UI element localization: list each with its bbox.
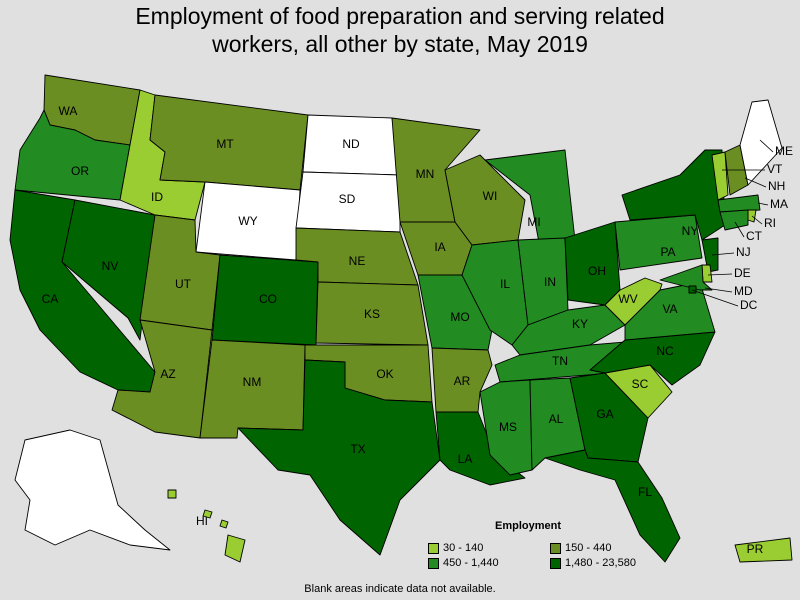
state-ct[interactable] [719, 209, 749, 231]
leader-line-ct [734, 221, 745, 238]
state-label-mt: MT [216, 137, 234, 151]
legend-swatch-bin-2 [550, 542, 561, 554]
state-label-mi: MI [527, 215, 540, 229]
state-tx[interactable] [237, 359, 441, 556]
state-label-la: LA [458, 452, 473, 466]
state-label-ca: CA [42, 292, 59, 306]
state-label-ia: IA [434, 240, 445, 254]
state-label-hi: HI [196, 514, 208, 528]
state-label-ma: MA [770, 197, 788, 211]
state-label-ut: UT [175, 277, 192, 291]
state-label-md: MD [734, 284, 753, 298]
state-label-va: VA [662, 302, 677, 316]
state-label-mo: MO [450, 310, 469, 324]
state-label-nm: NM [243, 375, 262, 389]
legend-swatch-bin-4 [550, 557, 561, 569]
state-label-ms: MS [499, 420, 517, 434]
state-label-fl: FL [638, 485, 652, 499]
state-label-co: CO [259, 292, 277, 306]
state-label-az: AZ [160, 367, 175, 381]
legend-item-bin-4: 1,480 - 23,580 [550, 557, 660, 569]
legend: Employment 30 - 140 150 - 440 450 - 1,44… [428, 520, 658, 569]
state-label-nd: ND [342, 137, 360, 151]
legend-label-bin-2: 150 - 440 [565, 542, 612, 554]
legend-swatch-bin-3 [428, 557, 439, 569]
state-mo[interactable] [417, 274, 493, 351]
state-label-wv: WV [618, 292, 637, 306]
state-label-sd: SD [339, 192, 356, 206]
state-pr[interactable] [734, 537, 793, 563]
state-label-wy: WY [238, 214, 257, 228]
legend-item-bin-3: 450 - 1,440 [428, 557, 550, 569]
footnote: Blank areas indicate data not available. [304, 583, 496, 595]
leader-line-nj [711, 252, 735, 256]
legend-title: Employment [494, 520, 561, 532]
state-label-nj: NJ [736, 245, 751, 259]
legend-label-bin-4: 1,480 - 23,580 [565, 557, 636, 569]
state-label-il: IL [500, 277, 510, 291]
state-label-ct: CT [746, 229, 763, 243]
state-md[interactable] [659, 264, 713, 291]
leader-line-md [704, 287, 733, 293]
state-dc[interactable] [688, 285, 697, 294]
leader-line-me [759, 139, 774, 153]
state-de[interactable] [701, 264, 713, 283]
legend-item-bin-1: 30 - 140 [428, 542, 550, 554]
state-label-pr: PR [747, 542, 764, 556]
state-ak[interactable] [14, 429, 171, 551]
state-label-tx: TX [350, 442, 365, 456]
map-title: Employment of food preparation and servi… [0, 2, 800, 58]
title-line-2: workers, all other by state, May 2019 [212, 31, 588, 57]
state-label-ny: NY [682, 224, 699, 238]
legend-item-bin-2: 150 - 440 [550, 542, 660, 554]
state-ma[interactable] [717, 194, 761, 213]
state-nv[interactable] [61, 199, 156, 341]
state-label-tn: TN [552, 354, 568, 368]
state-label-dc: DC [740, 298, 758, 312]
leader-line-ma [757, 202, 769, 206]
leader-line-dc [691, 289, 739, 307]
state-fl[interactable] [544, 449, 681, 563]
state-label-wi: WI [483, 189, 498, 203]
state-label-oh: OH [588, 264, 606, 278]
state-label-ok: OK [376, 367, 393, 381]
state-label-nc: NC [656, 344, 674, 358]
state-label-in: IN [544, 275, 556, 289]
state-az[interactable] [111, 319, 213, 439]
state-wv[interactable] [604, 277, 663, 326]
state-label-ga: GA [596, 407, 613, 421]
legend-label-bin-1: 30 - 140 [443, 542, 484, 554]
state-nj[interactable] [701, 237, 719, 273]
state-label-nh: NH [768, 179, 785, 193]
state-label-wa: WA [59, 104, 78, 118]
state-label-ne: NE [349, 254, 366, 268]
leader-line-ri [751, 215, 763, 225]
state-label-ri: RI [764, 216, 776, 230]
legend-swatch-bin-1 [428, 542, 439, 554]
state-label-vt: VT [767, 162, 783, 176]
state-label-pa: PA [660, 245, 675, 259]
leader-line-de [707, 273, 733, 276]
state-label-de: DE [734, 266, 751, 280]
state-label-id: ID [151, 190, 163, 204]
leader-line-nh [744, 177, 767, 188]
state-label-ar: AR [454, 374, 471, 388]
legend-label-bin-3: 450 - 1,440 [443, 557, 499, 569]
state-label-ks: KS [364, 307, 380, 321]
state-label-al: AL [549, 412, 564, 426]
state-label-or: OR [71, 164, 89, 178]
state-label-nv: NV [102, 259, 119, 273]
state-vt[interactable] [711, 151, 729, 201]
state-label-ky: KY [572, 317, 588, 331]
state-label-mn: MN [416, 167, 435, 181]
state-label-sc: SC [632, 377, 649, 391]
title-line-1: Employment of food preparation and servi… [135, 3, 665, 29]
state-hi[interactable] [167, 489, 246, 563]
state-label-me: ME [775, 144, 793, 158]
